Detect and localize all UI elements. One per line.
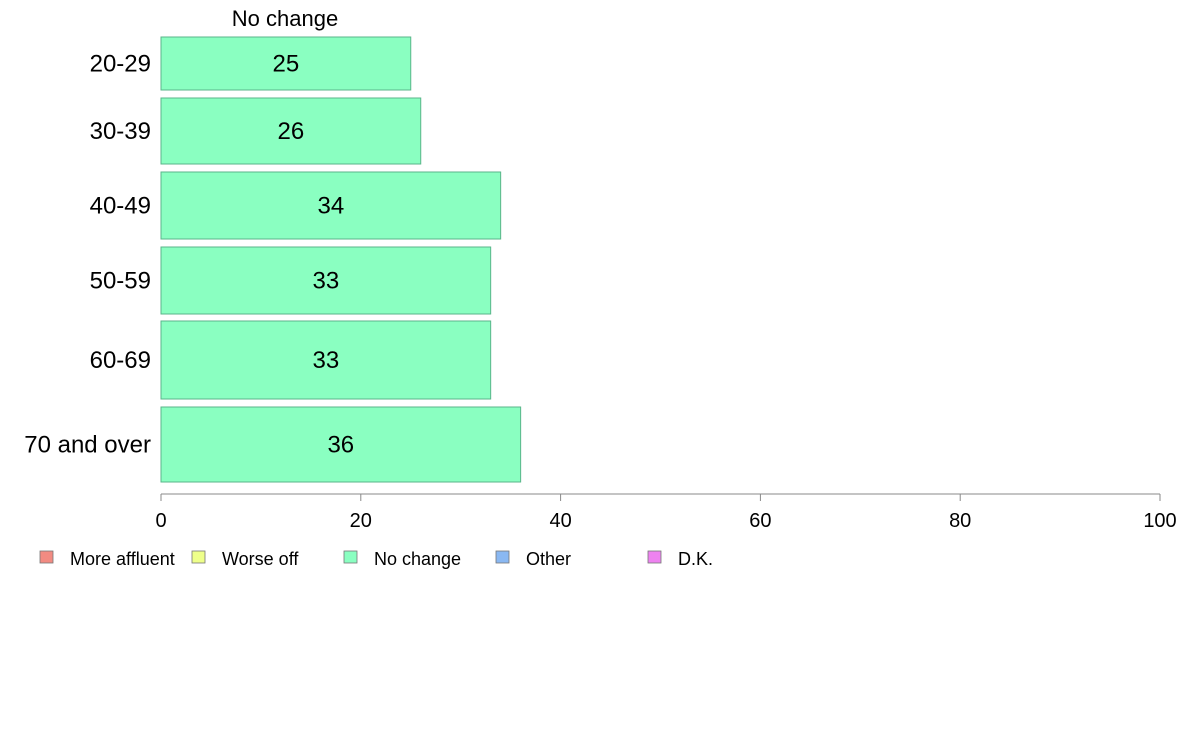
category-label: 60-69: [90, 347, 151, 374]
bars: 20-29 25 30-39 26 40-49 34 50-59 33 60-69 33 70 an…: [24, 36, 522, 483]
x-tick-label: 20: [350, 510, 372, 532]
legend-swatch: [39, 550, 54, 564]
legend-label: D.K.: [678, 549, 713, 569]
bar-40-49: [160, 171, 502, 240]
value-label: 36: [327, 432, 354, 459]
bar-60-69: [160, 320, 492, 400]
bar-70-and-over: [160, 406, 522, 483]
x-tick-label: 40: [549, 510, 571, 532]
category-label: 40-49: [90, 193, 151, 220]
x-tick-label: 80: [949, 510, 971, 532]
category-label: 70 and over: [24, 432, 151, 459]
category-label: 50-59: [90, 268, 151, 295]
value-label: 25: [273, 51, 300, 78]
x-tick-label: 60: [749, 510, 771, 532]
value-label: 33: [312, 268, 339, 295]
category-label: 30-39: [90, 118, 151, 145]
x-axis: 0 20 40 60 80 100: [155, 493, 1177, 532]
legend-label: No change: [374, 549, 461, 569]
legend-swatch: [647, 550, 662, 564]
legend-swatch: [495, 550, 510, 564]
value-label: 33: [312, 347, 339, 374]
legend-label: Worse off: [222, 549, 299, 569]
x-tick-label: 100: [1143, 510, 1176, 532]
bar-20-29: [160, 36, 412, 91]
category-label: 20-29: [90, 51, 151, 78]
value-label: 34: [317, 193, 344, 220]
panel-title: No change: [232, 6, 338, 31]
legend-swatch: [343, 550, 358, 564]
legend: More affluent Worse off No change Other D.K.: [39, 549, 713, 569]
bar-50-59: [160, 246, 492, 315]
legend-label: More affluent: [70, 549, 175, 569]
bar-30-39: [160, 97, 422, 165]
legend-swatch: [191, 550, 206, 564]
value-label: 26: [278, 118, 305, 145]
legend-label: Other: [526, 549, 571, 569]
x-tick-label: 0: [155, 510, 166, 532]
